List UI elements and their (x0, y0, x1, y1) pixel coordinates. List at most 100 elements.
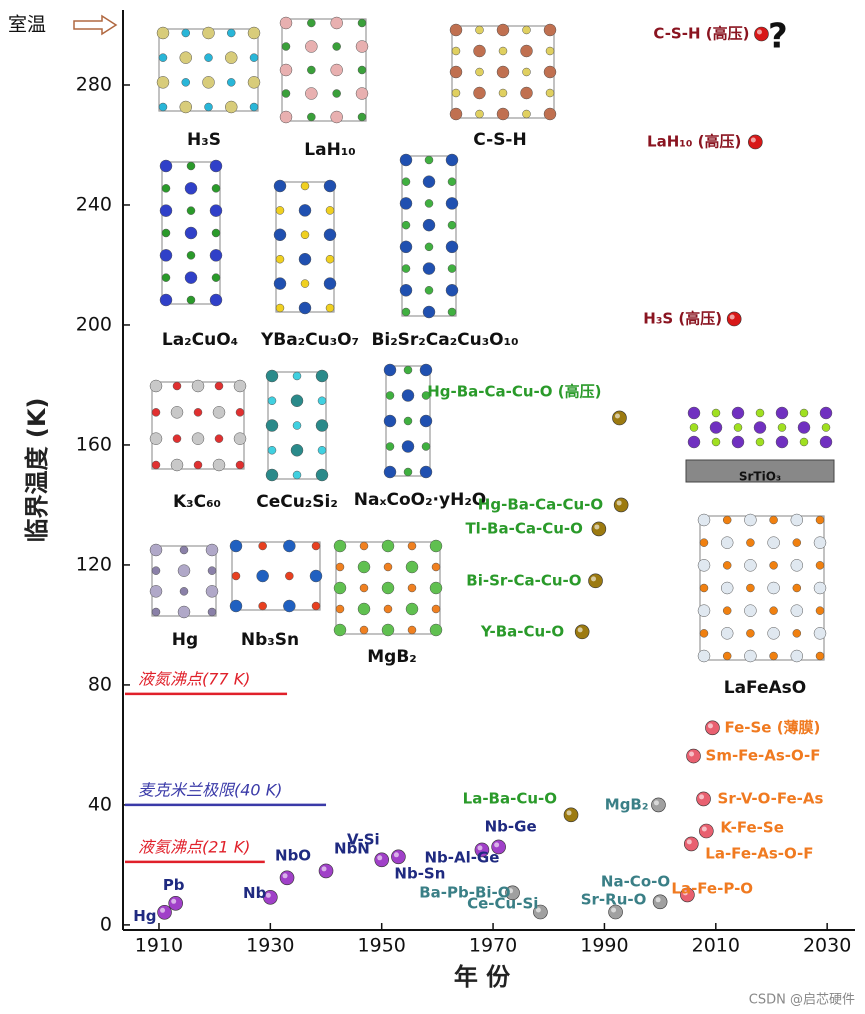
atom (151, 566, 161, 575)
atom (315, 419, 329, 432)
atom (422, 175, 436, 188)
atom (279, 63, 293, 77)
atom (792, 538, 802, 547)
atom (355, 40, 369, 53)
atom (399, 284, 413, 297)
atom (731, 406, 745, 420)
atom (265, 419, 279, 432)
atom (211, 228, 221, 238)
atom (383, 604, 393, 614)
atom (161, 184, 171, 193)
atom (407, 583, 417, 593)
y-tick-label: 120 (76, 553, 112, 575)
atom (204, 102, 213, 112)
point-label: MgB₂ (605, 795, 649, 813)
atom (267, 446, 277, 455)
point-highlight (377, 855, 383, 861)
structure-label: YBa₂Cu₃O₇ (260, 330, 359, 350)
atom (359, 541, 369, 551)
watermark: CSDN @启芯硬件 (749, 993, 855, 1008)
atom (309, 569, 323, 583)
atom (279, 110, 293, 124)
data-point (612, 410, 627, 426)
structure-label: H₃S (187, 130, 221, 150)
data-point (318, 863, 334, 879)
atom (689, 423, 699, 432)
atom (325, 303, 335, 313)
atom (281, 42, 291, 51)
atom (283, 539, 296, 553)
atom (186, 295, 196, 305)
atom (330, 16, 343, 30)
atom (207, 607, 217, 617)
atom (161, 273, 171, 282)
atom (405, 602, 419, 616)
atom (249, 53, 259, 62)
crystal-structure (149, 379, 247, 472)
point-highlight (689, 751, 695, 757)
atom (193, 460, 203, 470)
y-tick-label: 80 (88, 673, 112, 695)
atom (383, 363, 397, 377)
atom (449, 65, 463, 79)
point-highlight (566, 810, 572, 816)
atom (819, 406, 833, 420)
atom (545, 88, 555, 98)
point-label: Hg (133, 907, 156, 925)
atom (775, 435, 789, 449)
atom (451, 88, 461, 98)
atom (298, 301, 312, 315)
atom (722, 606, 732, 615)
x-tick-label: 1970 (469, 935, 517, 957)
atom (273, 228, 287, 242)
atom (720, 536, 734, 549)
atom (449, 107, 463, 121)
atom (520, 44, 533, 58)
structure-label: Bi₂Sr₂Ca₂Cu₃O₁₀ (371, 330, 518, 350)
atom (357, 65, 367, 75)
atom (769, 561, 778, 570)
atom (158, 53, 168, 62)
point-label: Nb-Ge (485, 817, 537, 835)
atom (292, 470, 302, 480)
atom (300, 279, 310, 288)
atom (357, 560, 371, 574)
point-highlight (577, 627, 583, 633)
atom (235, 408, 245, 417)
atom (381, 623, 395, 637)
atom (399, 240, 413, 254)
atom (744, 513, 757, 527)
atom (214, 381, 224, 391)
atom (815, 561, 825, 570)
atom (405, 560, 419, 574)
atom (407, 541, 417, 551)
atom (151, 408, 161, 417)
atom (357, 18, 367, 28)
atom (359, 583, 369, 593)
atom (429, 581, 443, 595)
atom (451, 46, 461, 56)
crystal-structure (399, 153, 459, 319)
atom (697, 604, 711, 617)
atom (522, 25, 531, 35)
atom (335, 604, 345, 614)
atom (697, 559, 711, 572)
x-tick-label: 1950 (358, 935, 406, 957)
atom (170, 458, 184, 472)
x-tick-label: 1930 (246, 935, 294, 957)
atom (149, 432, 163, 445)
point-highlight (508, 888, 514, 894)
point-label: LaH₁₀ (高压) (647, 132, 741, 150)
atom (298, 252, 312, 266)
atom (421, 391, 431, 400)
atom (292, 421, 302, 430)
atom (323, 179, 337, 193)
atom (159, 293, 173, 307)
atom (421, 442, 431, 451)
point-highlight (171, 898, 177, 904)
point-label: Tl-Ba-Ca-Cu-O (465, 519, 582, 537)
atom (186, 161, 196, 171)
atom (403, 416, 413, 426)
atom (711, 408, 721, 418)
atom (424, 199, 434, 208)
